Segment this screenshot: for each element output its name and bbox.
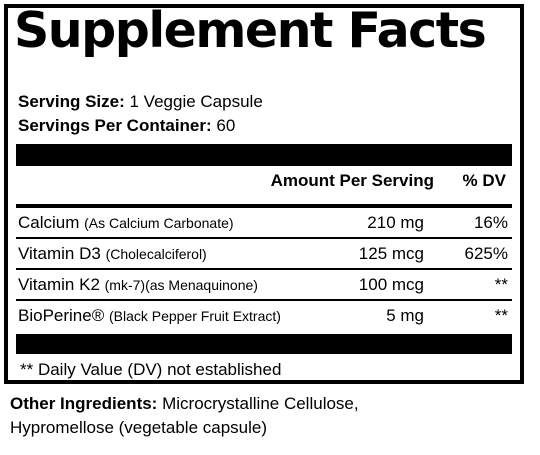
nutrient-dv: 625% (464, 244, 508, 263)
other-ingredients-line-1: Microcrystalline Cellulose, (162, 394, 359, 413)
nutrient-row-vitamin-d3: Vitamin D3 (Cholecalciferol) 125 mcg 625… (16, 239, 512, 270)
row-divider (16, 237, 512, 239)
nutrient-dv: 16% (473, 213, 508, 232)
other-ingredients: Other Ingredients: Microcrystalline Cell… (10, 392, 359, 440)
servings-per-container-value: 60 (216, 116, 236, 135)
nutrient-amount: 5 mg (386, 306, 424, 325)
row-divider (16, 299, 512, 301)
nutrient-name: Vitamin D3 (Cholecalciferol) (18, 244, 207, 263)
supplement-facts-panel: Supplement Facts Serving Size: 1 Veggie … (4, 2, 524, 384)
other-ingredients-label: Other Ingredients: (10, 394, 158, 413)
nutrient-amount: 100 mcg (358, 275, 424, 294)
header-divider (16, 204, 512, 208)
nutrient-row-vitamin-k2: Vitamin K2 (mk-7)(as Menaquinone) 100 mc… (16, 270, 512, 301)
nutrient-dv: ** (494, 275, 508, 294)
row-divider (16, 268, 512, 270)
top-divider-bar (16, 144, 512, 166)
serving-size: Serving Size: 1 Veggie Capsule (18, 92, 263, 112)
nutrient-amount: 210 mg (367, 213, 424, 232)
nutrient-row-bioperine: BioPerine® (Black Pepper Fruit Extract) … (16, 301, 512, 332)
panel-title: Supplement Facts (14, 2, 487, 59)
bottom-divider-bar (16, 334, 512, 354)
nutrient-dv: ** (494, 306, 508, 325)
nutrient-name: Calcium (As Calcium Carbonate) (18, 213, 234, 232)
nutrient-row-calcium: Calcium (As Calcium Carbonate) 210 mg 16… (16, 208, 512, 239)
header-percent-dv: % DV (462, 171, 506, 190)
other-ingredients-line-2: Hypromellose (vegetable capsule) (10, 418, 268, 437)
daily-value-footnote: ** Daily Value (DV) not established (20, 360, 282, 379)
serving-size-value: 1 Veggie Capsule (129, 92, 263, 111)
nutrient-name: Vitamin K2 (mk-7)(as Menaquinone) (18, 275, 258, 294)
header-amount-per-serving: Amount Per Serving (270, 171, 434, 190)
servings-per-container: Servings Per Container: 60 (18, 116, 235, 136)
servings-per-container-label: Servings Per Container: (18, 116, 212, 135)
nutrient-amount: 125 mcg (358, 244, 424, 263)
serving-size-label: Serving Size: (18, 92, 125, 111)
nutrient-name: BioPerine® (Black Pepper Fruit Extract) (18, 306, 281, 325)
